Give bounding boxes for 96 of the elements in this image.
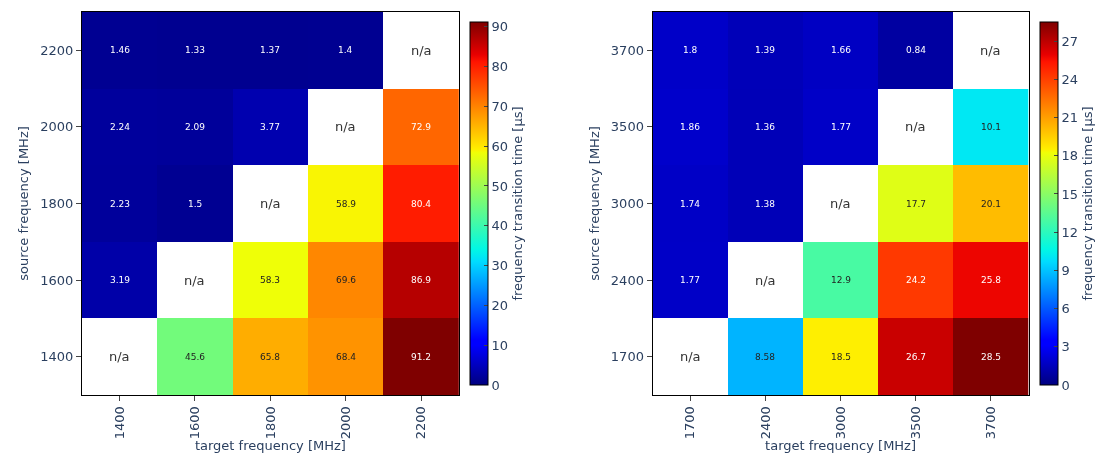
- data-label: 1.46: [110, 45, 131, 55]
- color-bar-label: 12: [1061, 224, 1079, 240]
- data-label: 86.9: [411, 275, 432, 285]
- data-label: 1.37: [260, 45, 281, 55]
- y-axis-title: source frequency [MHz]: [586, 126, 602, 281]
- y-tick-label: 1600: [40, 272, 74, 288]
- data-label: 2.24: [110, 122, 131, 132]
- text: n/a: [755, 273, 776, 288]
- y-tick-label: 3500: [610, 119, 644, 135]
- data-label: 18.5: [831, 352, 852, 362]
- data-label: 2.23: [110, 199, 131, 209]
- color-bar-label: 80: [491, 59, 509, 75]
- x-tick-label: 3500: [907, 406, 923, 440]
- data-label: 91.2: [411, 352, 432, 362]
- data-label: 65.8: [260, 352, 281, 362]
- color-bar-label: 40: [491, 218, 509, 234]
- y-tick-label: 2400: [610, 272, 644, 288]
- color-bar-label: 24: [1061, 71, 1079, 87]
- text: n/a: [109, 349, 130, 364]
- data-label: 1.77: [831, 122, 852, 132]
- y-tick-label: 1400: [40, 349, 74, 365]
- color-bar-label: 20: [491, 297, 509, 313]
- x-tick-label: 2000: [338, 406, 354, 440]
- x-axis-title: target frequency [MHz]: [765, 438, 917, 453]
- data-label: 3.77: [260, 122, 281, 132]
- data-label: 58.3: [260, 275, 281, 285]
- y-tick-label: 2000: [40, 119, 74, 135]
- color-bar-label: 0: [491, 377, 500, 393]
- color-bar-label: 0: [1061, 377, 1070, 393]
- color-bar-label: 21: [1061, 110, 1079, 126]
- color-bar-label: 90: [491, 19, 509, 35]
- text: n/a: [830, 196, 851, 211]
- data-label: 26.7: [906, 352, 927, 362]
- data-label: 1.33: [185, 45, 206, 55]
- y-tick-label: 1700: [610, 349, 644, 365]
- data-label: 10.1: [981, 122, 1002, 132]
- color-bar-label: 60: [491, 138, 509, 154]
- data-label: 1.36: [755, 122, 776, 132]
- text: n/a: [980, 43, 1001, 58]
- color-bar-label: 50: [491, 178, 509, 194]
- data-label: 58.9: [336, 199, 357, 209]
- data-label: 1.39: [755, 45, 776, 55]
- data-label: 3.19: [110, 275, 131, 285]
- data-label: 28.5: [981, 352, 1002, 362]
- data-label: 0.84: [906, 45, 927, 55]
- y-axis-title: source frequency [MHz]: [16, 126, 32, 281]
- data-label: 72.9: [411, 122, 432, 132]
- data-label: 1.5: [188, 199, 203, 209]
- x-tick-label: 1600: [187, 406, 203, 440]
- data-label: 68.4: [336, 352, 357, 362]
- x-tick-label: 1400: [111, 406, 127, 440]
- color-bar-title: frequency transition time [µs]: [510, 106, 526, 301]
- text: n/a: [335, 119, 356, 134]
- color-bar-label: 27: [1061, 33, 1079, 49]
- data-label: 17.7: [906, 199, 927, 209]
- color-bar-label: 10: [491, 337, 509, 353]
- data-label: 1.38: [755, 199, 776, 209]
- x-axis-title: target frequency [MHz]: [194, 438, 346, 453]
- y-tick-label: 1800: [40, 196, 74, 212]
- color-bar-label: 30: [491, 258, 509, 274]
- data-label: 45.6: [185, 352, 206, 362]
- data-label: 80.4: [411, 199, 432, 209]
- x-tick-label: 1800: [262, 406, 278, 440]
- x-tick-label: 3700: [983, 406, 999, 440]
- color-bar-label: 6: [1061, 301, 1070, 317]
- data-label: 1.86: [680, 122, 701, 132]
- text: n/a: [184, 273, 205, 288]
- color-bar-label: 9: [1061, 262, 1070, 278]
- data-label: 24.2: [906, 275, 927, 285]
- data-label: 2.09: [185, 122, 206, 132]
- x-tick-label: 1700: [682, 406, 698, 440]
- color-bar-title: frequency transition time [µs]: [1080, 106, 1096, 301]
- data-label: 20.1: [981, 199, 1002, 209]
- y-tick-label: 3700: [610, 42, 644, 58]
- data-label: 69.6: [336, 275, 357, 285]
- text: n/a: [411, 43, 432, 58]
- data-label: 25.8: [981, 275, 1002, 285]
- y-tick-label: 2200: [40, 42, 74, 58]
- x-tick-label: 2200: [413, 406, 429, 440]
- y-tick-label: 3000: [610, 196, 644, 212]
- text: n/a: [680, 349, 701, 364]
- data-label: 1.74: [680, 199, 701, 209]
- x-tick-label: 2400: [757, 406, 773, 440]
- text: n/a: [260, 196, 281, 211]
- x-tick-label: 3000: [832, 406, 848, 440]
- text: n/a: [905, 119, 926, 134]
- data-label: 12.9: [831, 275, 852, 285]
- data-label: 1.4: [338, 45, 353, 55]
- data-label: 1.77: [680, 275, 701, 285]
- color-bar-label: 15: [1061, 186, 1079, 202]
- color-bar-label: 18: [1061, 148, 1079, 164]
- data-label: 1.8: [683, 45, 698, 55]
- color-bar-label: 70: [491, 98, 509, 114]
- color-bar-label: 3: [1061, 339, 1070, 355]
- data-label: 1.66: [831, 45, 852, 55]
- data-label: 8.58: [755, 352, 776, 362]
